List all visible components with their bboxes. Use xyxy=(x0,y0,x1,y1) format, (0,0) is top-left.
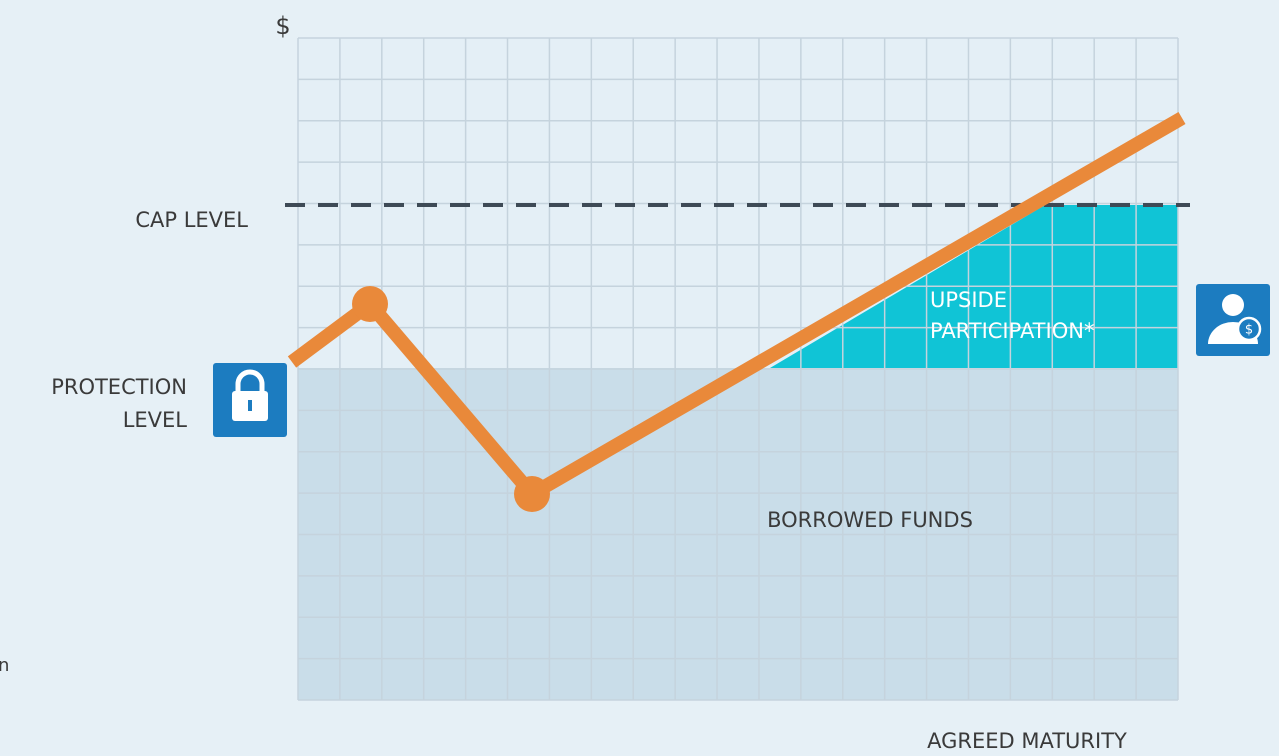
value-line xyxy=(287,111,1186,501)
svg-text:$: $ xyxy=(1245,323,1253,338)
investor-icon: $ xyxy=(1196,284,1270,356)
edge-text: n xyxy=(0,655,9,676)
cap-label: CAP LEVEL xyxy=(135,208,248,232)
protection-label: LEVEL xyxy=(123,408,188,432)
borrowed-label: BORROWED FUNDS xyxy=(767,508,973,532)
point xyxy=(352,286,388,322)
upside-label: PARTICIPATION* xyxy=(930,319,1094,343)
point xyxy=(514,476,550,512)
upside-label: UPSIDE xyxy=(930,288,1007,312)
lock-icon xyxy=(213,363,287,437)
x-axis-label: AGREED MATURITY xyxy=(927,729,1127,753)
protection-label: PROTECTION xyxy=(51,375,187,399)
y-axis-label: $ xyxy=(275,12,290,40)
